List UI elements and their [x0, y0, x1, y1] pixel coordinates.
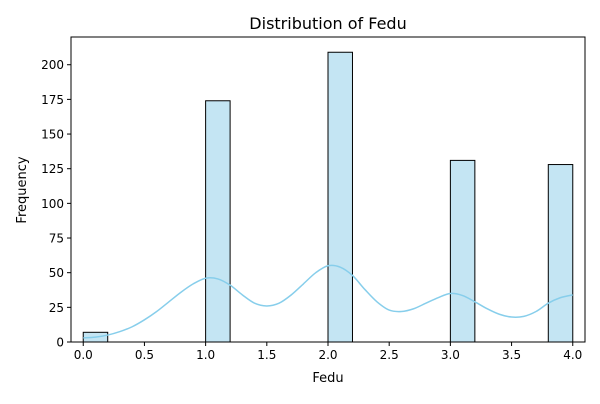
histogram-bar [449, 159, 476, 343]
x-tick-label: 0.0 [74, 348, 93, 362]
y-tick-label: 25 [49, 301, 64, 315]
y-axis-label: Frequency [15, 156, 30, 223]
y-tick-label: 50 [49, 266, 64, 280]
x-tick-label: 0.5 [135, 348, 154, 362]
x-tick-label: 2.5 [380, 348, 399, 362]
y-tick-label: 125 [41, 162, 64, 176]
kde-layer [83, 264, 573, 339]
x-tick-label: 3.0 [441, 348, 460, 362]
chart-title: Distribution of Fedu [249, 14, 406, 33]
y-tick-label: 175 [41, 93, 64, 107]
x-tick-label: 4.0 [563, 348, 582, 362]
x-axis-ticks: 0.0 0.5 1.0 1.5 2.0 2.5 3.0 3.5 4.0 [74, 342, 582, 362]
histogram-bar [205, 100, 231, 343]
kde-line [83, 264, 573, 339]
histogram-bar [547, 164, 574, 343]
x-axis-label: Fedu [312, 371, 343, 386]
x-tick-label: 1.5 [257, 348, 276, 362]
y-tick-label: 0 [56, 336, 64, 350]
y-tick-label: 200 [41, 58, 64, 72]
y-tick-label: 100 [41, 197, 64, 211]
bars-layer [82, 51, 574, 343]
y-tick-label: 150 [41, 128, 64, 142]
histogram-bar [327, 51, 353, 343]
x-tick-label: 2.0 [318, 348, 337, 362]
x-tick-label: 3.5 [502, 348, 521, 362]
y-axis-ticks: 0 25 50 75 100 125 150 175 200 [41, 58, 71, 350]
y-tick-label: 75 [49, 232, 64, 246]
x-tick-label: 1.0 [196, 348, 215, 362]
